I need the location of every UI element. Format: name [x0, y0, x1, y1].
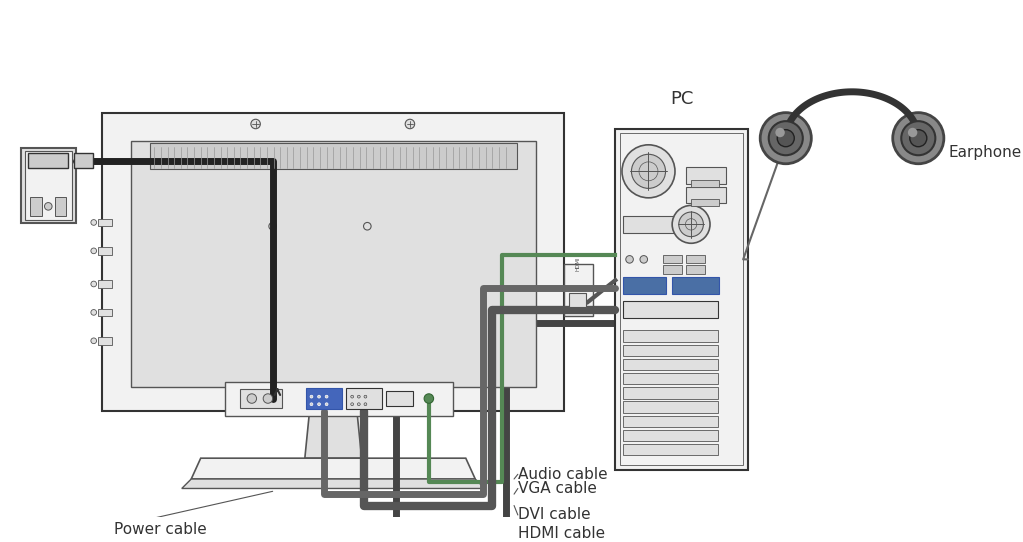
Bar [102, 113, 565, 411]
Bar [225, 383, 452, 416]
Bar [686, 188, 726, 203]
Circle shape [626, 256, 633, 263]
Bar [623, 416, 717, 427]
Circle shape [631, 154, 666, 189]
Circle shape [768, 121, 803, 155]
Circle shape [91, 338, 96, 344]
Circle shape [91, 220, 96, 225]
Circle shape [893, 113, 944, 164]
Circle shape [760, 113, 811, 164]
Circle shape [351, 403, 354, 405]
Circle shape [310, 403, 313, 405]
Circle shape [909, 130, 927, 147]
Circle shape [317, 403, 320, 405]
Circle shape [777, 130, 794, 147]
Circle shape [91, 309, 96, 315]
Text: PC: PC [670, 90, 694, 108]
Text: HDMI: HDMI [576, 257, 581, 272]
Circle shape [357, 395, 360, 398]
Bar [623, 387, 717, 398]
Bar [569, 293, 586, 307]
Bar [672, 278, 719, 294]
Bar [692, 199, 719, 207]
Bar [692, 180, 719, 188]
Circle shape [251, 119, 260, 129]
Bar [31, 197, 42, 216]
Circle shape [364, 395, 367, 398]
Bar [306, 388, 342, 409]
Circle shape [91, 281, 96, 287]
Circle shape [901, 121, 935, 155]
Circle shape [44, 203, 52, 210]
Bar [387, 391, 412, 406]
Bar [623, 444, 717, 455]
Circle shape [351, 395, 354, 398]
Bar [20, 147, 76, 223]
Text: DVI cable: DVI cable [518, 507, 590, 522]
Polygon shape [182, 479, 485, 488]
Circle shape [425, 394, 434, 403]
Bar [623, 331, 717, 342]
Circle shape [622, 145, 675, 198]
Circle shape [325, 395, 328, 398]
Bar [623, 278, 666, 294]
Bar [74, 153, 93, 169]
Bar [623, 373, 717, 384]
Circle shape [672, 205, 710, 243]
Bar [663, 255, 681, 263]
Bar [616, 129, 748, 469]
Circle shape [364, 403, 367, 405]
Text: HDMI cable: HDMI cable [518, 526, 605, 541]
Bar [663, 265, 681, 274]
Bar [55, 197, 66, 216]
Circle shape [907, 128, 918, 137]
Bar [98, 337, 112, 345]
Text: Earphone: Earphone [948, 145, 1022, 160]
Bar [347, 388, 383, 409]
Circle shape [91, 248, 96, 254]
Bar [623, 430, 717, 441]
Circle shape [679, 212, 704, 237]
Bar [98, 308, 112, 316]
Bar [25, 151, 72, 220]
Circle shape [405, 119, 414, 129]
Circle shape [248, 394, 257, 403]
Circle shape [640, 256, 648, 263]
Circle shape [263, 394, 273, 403]
Bar [98, 247, 112, 255]
Bar [623, 402, 717, 413]
Bar [620, 133, 743, 465]
Text: Audio cable: Audio cable [518, 467, 608, 482]
Bar [623, 359, 717, 370]
Bar [623, 216, 684, 233]
Polygon shape [191, 458, 476, 479]
Bar [565, 264, 592, 316]
Circle shape [357, 403, 360, 405]
Circle shape [317, 395, 320, 398]
Polygon shape [305, 411, 362, 458]
Bar [131, 141, 536, 387]
Bar [98, 218, 112, 226]
Bar [239, 389, 282, 408]
Text: Power cable: Power cable [114, 522, 207, 537]
Circle shape [775, 128, 785, 137]
Bar [686, 166, 726, 184]
Bar [29, 153, 69, 169]
Bar [686, 265, 705, 274]
Bar [98, 280, 112, 288]
Circle shape [310, 395, 313, 398]
Bar [623, 345, 717, 356]
Text: VGA cable: VGA cable [518, 481, 596, 496]
Bar [149, 143, 517, 170]
Bar [623, 301, 717, 318]
Circle shape [325, 403, 328, 405]
Bar [686, 255, 705, 263]
